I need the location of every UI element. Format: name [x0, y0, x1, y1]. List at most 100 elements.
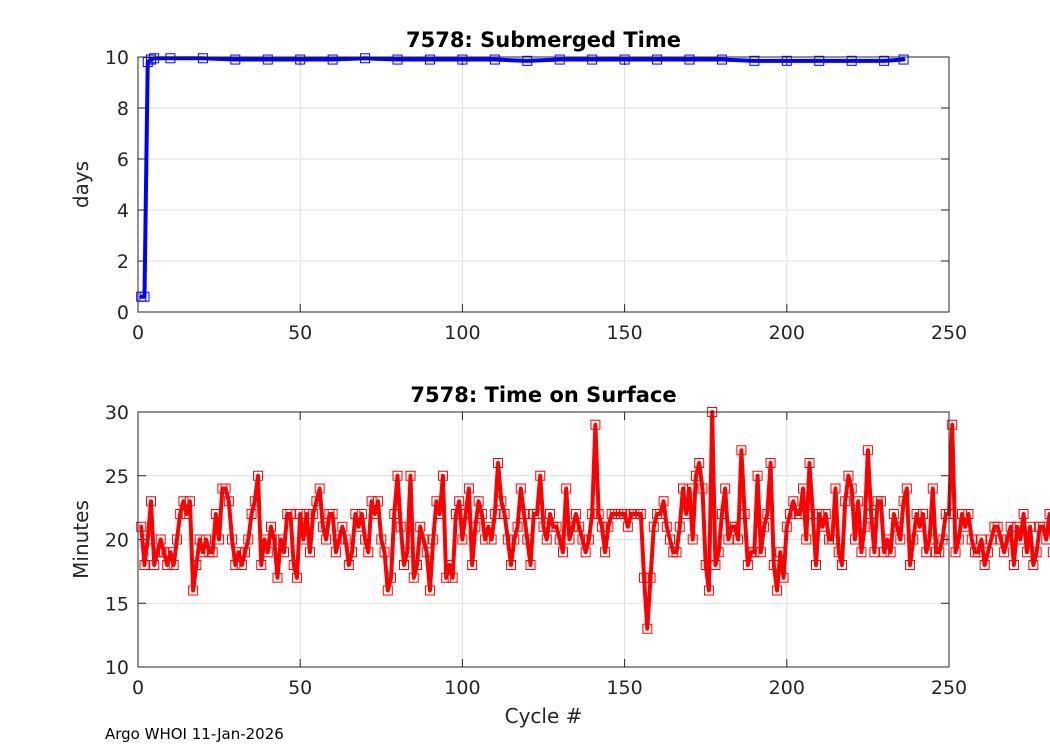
data-point-marker	[463, 483, 474, 494]
data-point-marker	[188, 585, 199, 596]
data-point-marker	[1015, 534, 1026, 545]
data-point-marker	[684, 54, 695, 65]
data-point-marker	[1005, 521, 1016, 532]
data-point-marker	[382, 585, 393, 596]
data-point-marker	[700, 560, 711, 570]
data-point-marker	[729, 521, 740, 532]
y-tick-label: 25	[105, 466, 129, 488]
data-point-marker	[755, 547, 766, 558]
data-point-marker	[171, 534, 182, 545]
data-point-marker	[470, 521, 481, 532]
data-point-marker	[428, 534, 439, 545]
data-point-marker	[557, 547, 568, 558]
data-point-marker	[892, 521, 903, 532]
data-point-marker	[496, 496, 507, 507]
data-point-marker	[502, 534, 513, 545]
data-point-marker	[681, 509, 692, 519]
data-point-marker	[866, 509, 877, 519]
x-tick-label: 100	[444, 677, 480, 699]
data-point-marker	[785, 509, 796, 519]
data-point-marker	[551, 521, 562, 532]
data-point-marker	[652, 54, 663, 65]
data-point-marker	[285, 509, 296, 519]
data-point-marker	[457, 534, 468, 545]
data-point-marker	[596, 521, 607, 532]
data-point-marker	[934, 547, 945, 558]
data-point-marker	[966, 534, 977, 545]
data-point-marker	[476, 509, 487, 519]
data-point-marker	[820, 509, 831, 519]
data-point-marker	[752, 470, 763, 481]
x-tick-label: 0	[132, 677, 144, 699]
data-point-marker	[804, 458, 815, 468]
data-point-marker	[768, 560, 779, 570]
data-point-marker	[879, 547, 890, 558]
data-point-marker	[853, 496, 864, 507]
data-point-marker	[859, 521, 870, 532]
data-point-marker	[687, 534, 698, 545]
data-point-marker	[798, 483, 809, 494]
data-point-marker	[1031, 547, 1042, 558]
data-point-marker	[827, 534, 838, 545]
data-point-marker	[415, 521, 426, 532]
data-point-marker	[807, 509, 818, 519]
data-point-marker	[665, 534, 676, 545]
x-axis-label: Cycle #	[505, 704, 583, 728]
data-point-marker	[570, 509, 581, 519]
data-point-marker	[720, 483, 731, 494]
data-point-marker	[561, 483, 572, 494]
data-point-marker	[139, 560, 150, 570]
data-point-marker	[431, 496, 442, 507]
submerged-time-axes: 0 50 100 150 200 250 0 2 4 6 8 10 7578: Submerged T…	[69, 28, 967, 344]
data-point-marker	[895, 534, 906, 545]
y-tick-label: 0	[117, 302, 129, 324]
data-point-marker	[541, 534, 552, 545]
data-point-marker	[506, 560, 517, 570]
data-point-marker	[593, 509, 604, 519]
y-tick-label: 6	[117, 149, 129, 171]
data-point-marker	[775, 547, 786, 558]
data-point-marker	[1021, 547, 1032, 558]
data-point-marker	[317, 521, 328, 532]
data-point-marker	[460, 509, 471, 519]
data-point-marker	[155, 534, 166, 545]
data-point-marker	[982, 547, 993, 558]
data-point-marker	[256, 560, 267, 570]
data-point-marker	[486, 534, 497, 545]
data-point-marker	[298, 534, 309, 545]
x-tick-label: 100	[444, 322, 480, 344]
data-point-marker	[214, 534, 225, 545]
x-tick-label: 150	[606, 322, 642, 344]
data-point-marker	[677, 483, 688, 494]
x-tick-label: 200	[769, 677, 805, 699]
data-point-marker	[1008, 560, 1019, 570]
data-point-marker	[554, 534, 565, 545]
data-point-marker	[444, 560, 455, 570]
data-point-marker	[953, 534, 964, 545]
data-point-marker	[308, 509, 319, 519]
series-group	[136, 407, 1050, 634]
data-point-marker	[525, 560, 536, 570]
data-point-marker	[843, 470, 854, 481]
data-point-marker	[343, 560, 354, 570]
data-point-marker	[152, 547, 163, 558]
data-point-marker	[136, 521, 147, 532]
data-point-marker	[580, 547, 591, 558]
plot-area	[138, 57, 949, 312]
data-point-marker	[360, 53, 371, 64]
data-point-marker	[1012, 521, 1023, 532]
data-point-marker	[366, 496, 377, 507]
data-point-marker	[639, 572, 650, 583]
data-point-marker	[369, 509, 380, 519]
data-point-marker	[619, 509, 630, 519]
data-point-marker	[145, 54, 156, 65]
data-point-marker	[230, 560, 241, 570]
x-tick-label: 50	[288, 677, 312, 699]
data-point-marker	[742, 560, 753, 570]
y-axis-label: days	[69, 161, 93, 208]
data-point-marker	[191, 560, 202, 570]
data-point-marker	[246, 509, 257, 519]
data-point-marker	[856, 547, 867, 558]
data-point-marker	[392, 470, 403, 481]
